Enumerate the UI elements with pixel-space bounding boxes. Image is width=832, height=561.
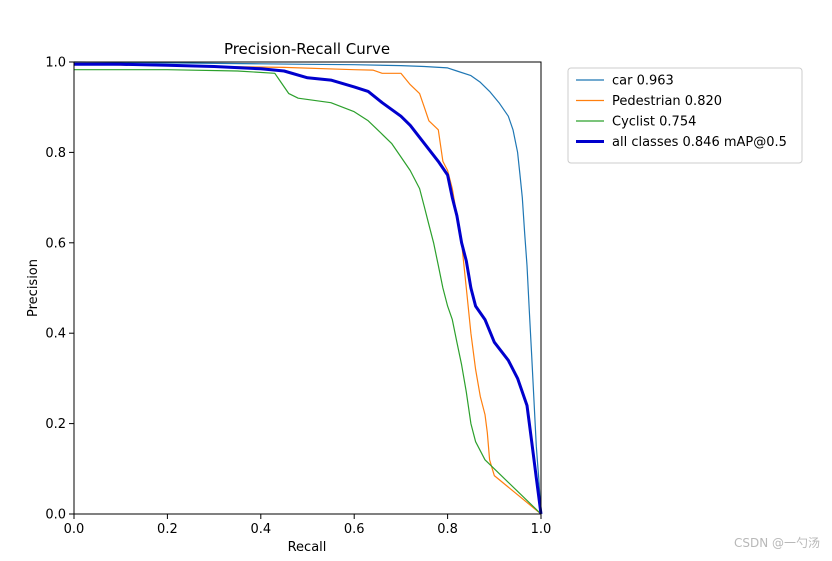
legend-label-0: car 0.963	[612, 74, 674, 89]
series-line-1	[73, 63, 542, 515]
legend-box	[567, 67, 803, 164]
legend-label-2: Cyclist 0.754	[612, 115, 696, 130]
legend: car 0.963 Pedestrian 0.820 Cyclist 0.754 al…	[567, 67, 803, 164]
y-tick-label: 0.0	[45, 508, 66, 523]
y-tick-label: 0.8	[45, 146, 66, 161]
x-tick-label: 0.0	[64, 522, 85, 537]
x-tick-label: 1.0	[531, 522, 552, 537]
series-line-3	[74, 62, 543, 515]
series-line-2	[74, 69, 542, 515]
watermark: CSDN @一勺汤	[733, 536, 820, 550]
x-tick-label: 0.4	[250, 522, 271, 537]
y-tick-label: 0.6	[45, 236, 66, 251]
legend-label-3: all classes 0.846 mAP@0.5	[612, 135, 787, 150]
legend-items: car 0.963 Pedestrian 0.820 Cyclist 0.754 al…	[576, 74, 787, 150]
x-tick-label: 0.8	[437, 522, 458, 537]
y-tick-label: 1.0	[45, 56, 66, 71]
series-line-0	[73, 61, 542, 515]
plot-frame	[73, 61, 542, 515]
x-tick-label: 0.2	[157, 522, 178, 537]
y-axis-label: Precision	[26, 259, 41, 317]
x-axis-label: Recall	[288, 540, 327, 555]
y-tick-label: 0.4	[45, 327, 66, 342]
y-tick-label: 0.2	[45, 417, 66, 432]
y-axis: 0.0 0.2 0.4 0.6 0.8 1.0	[45, 56, 74, 523]
plot-area	[73, 61, 543, 515]
legend-label-1: Pedestrian 0.820	[612, 94, 722, 109]
chart-title: Precision-Recall Curve	[224, 40, 390, 58]
x-axis: 0.0 0.2 0.4 0.6 0.8 1.0	[64, 514, 552, 537]
x-tick-label: 0.6	[344, 522, 365, 537]
